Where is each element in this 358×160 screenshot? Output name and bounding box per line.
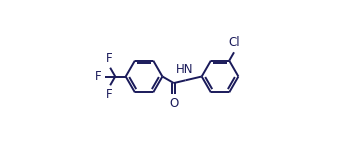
Text: F: F [95,70,102,83]
Text: O: O [169,97,178,110]
Text: F: F [106,52,113,65]
Text: Cl: Cl [228,36,240,49]
Text: F: F [106,88,113,101]
Text: HN: HN [176,64,194,76]
